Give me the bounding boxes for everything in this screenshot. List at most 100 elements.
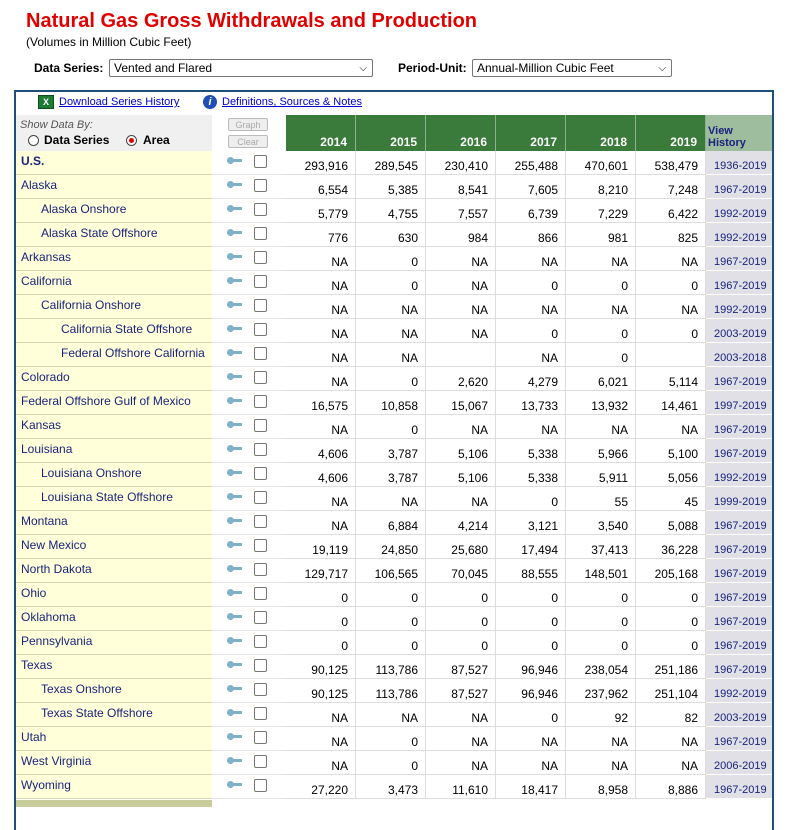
info-icon[interactable]: i bbox=[203, 95, 217, 109]
key-icon[interactable] bbox=[227, 637, 243, 645]
view-history-link[interactable]: 1967-2019 bbox=[706, 535, 772, 559]
key-icon[interactable] bbox=[227, 781, 243, 789]
row-checkbox[interactable] bbox=[254, 515, 267, 528]
view-history-link[interactable]: 1967-2019 bbox=[706, 607, 772, 631]
row-checkbox[interactable] bbox=[254, 539, 267, 552]
view-history-link[interactable]: 1967-2019 bbox=[706, 775, 772, 799]
radio-data-series-label[interactable]: Data Series bbox=[44, 133, 110, 147]
view-history-link[interactable]: 1967-2019 bbox=[706, 559, 772, 583]
key-icon[interactable] bbox=[227, 181, 243, 189]
data-series-select[interactable]: Vented and Flared ⌵ bbox=[109, 59, 373, 77]
key-icon[interactable] bbox=[227, 517, 243, 525]
view-history-link[interactable]: 1999-2019 bbox=[706, 487, 772, 511]
row-checkbox[interactable] bbox=[254, 155, 267, 168]
row-checkbox[interactable] bbox=[254, 587, 267, 600]
key-icon[interactable] bbox=[227, 565, 243, 573]
view-history-link[interactable]: 1936-2019 bbox=[706, 151, 772, 175]
key-icon[interactable] bbox=[227, 709, 243, 717]
key-icon[interactable] bbox=[227, 349, 243, 357]
row-checkbox[interactable] bbox=[254, 779, 267, 792]
row-checkbox[interactable] bbox=[254, 467, 267, 480]
period-unit-select[interactable]: Annual-Million Cubic Feet ⌵ bbox=[472, 59, 672, 77]
row-checkbox[interactable] bbox=[254, 371, 267, 384]
row-checkbox[interactable] bbox=[254, 323, 267, 336]
row-checkbox[interactable] bbox=[254, 179, 267, 192]
row-checkbox[interactable] bbox=[254, 707, 267, 720]
view-history-link[interactable]: 1992-2019 bbox=[706, 295, 772, 319]
clear-button[interactable]: Clear bbox=[228, 135, 268, 148]
area-name: Arkansas bbox=[16, 247, 212, 271]
radio-area-label[interactable]: Area bbox=[143, 133, 170, 147]
row-checkbox[interactable] bbox=[254, 563, 267, 576]
excel-icon[interactable]: X bbox=[38, 95, 54, 109]
key-icon[interactable] bbox=[227, 373, 243, 381]
view-history-link[interactable]: 1967-2019 bbox=[706, 175, 772, 199]
row-checkbox[interactable] bbox=[254, 443, 267, 456]
key-icon[interactable] bbox=[227, 685, 243, 693]
data-cell: 25,680 bbox=[426, 535, 496, 559]
download-series-history-link[interactable]: Download Series History bbox=[59, 96, 180, 108]
key-icon[interactable] bbox=[227, 589, 243, 597]
key-icon[interactable] bbox=[227, 493, 243, 501]
row-checkbox[interactable] bbox=[254, 347, 267, 360]
row-checkbox[interactable] bbox=[254, 755, 267, 768]
row-checkbox[interactable] bbox=[254, 659, 267, 672]
row-checkbox[interactable] bbox=[254, 299, 267, 312]
graph-button[interactable]: Graph bbox=[228, 118, 268, 131]
key-icon[interactable] bbox=[227, 445, 243, 453]
key-icon[interactable] bbox=[227, 277, 243, 285]
view-history-link[interactable]: 1967-2019 bbox=[706, 511, 772, 535]
key-icon[interactable] bbox=[227, 613, 243, 621]
definitions-link[interactable]: Definitions, Sources & Notes bbox=[222, 96, 363, 108]
view-history-link[interactable]: 1967-2019 bbox=[706, 415, 772, 439]
row-checkbox[interactable] bbox=[254, 251, 267, 264]
definitions-link-group[interactable]: i Definitions, Sources & Notes bbox=[203, 95, 373, 111]
view-history-link[interactable]: 1967-2019 bbox=[706, 655, 772, 679]
row-checkbox[interactable] bbox=[254, 227, 267, 240]
view-history-link[interactable]: 1967-2019 bbox=[706, 727, 772, 751]
row-checkbox[interactable] bbox=[254, 611, 267, 624]
view-history-link[interactable]: 1967-2019 bbox=[706, 247, 772, 271]
row-checkbox[interactable] bbox=[254, 203, 267, 216]
key-icon[interactable] bbox=[227, 205, 243, 213]
key-icon[interactable] bbox=[227, 541, 243, 549]
view-history-link[interactable]: 1992-2019 bbox=[706, 223, 772, 247]
data-cell: 237,962 bbox=[566, 679, 636, 703]
radio-data-series[interactable] bbox=[28, 135, 39, 146]
key-icon[interactable] bbox=[227, 229, 243, 237]
view-history-link[interactable]: 2003-2019 bbox=[706, 319, 772, 343]
view-history-link[interactable]: 1992-2019 bbox=[706, 679, 772, 703]
key-icon[interactable] bbox=[227, 661, 243, 669]
view-history-link[interactable]: 1967-2019 bbox=[706, 439, 772, 463]
data-cell: 5,911 bbox=[566, 463, 636, 487]
view-history-link[interactable]: 2003-2019 bbox=[706, 703, 772, 727]
key-icon[interactable] bbox=[227, 397, 243, 405]
radio-area[interactable] bbox=[126, 135, 137, 146]
row-checkbox[interactable] bbox=[254, 731, 267, 744]
key-icon[interactable] bbox=[227, 421, 243, 429]
row-checkbox[interactable] bbox=[254, 419, 267, 432]
view-history-link[interactable]: 1967-2019 bbox=[706, 583, 772, 607]
key-icon[interactable] bbox=[227, 325, 243, 333]
view-history-link[interactable]: 1967-2019 bbox=[706, 631, 772, 655]
row-checkbox[interactable] bbox=[254, 635, 267, 648]
view-history-link[interactable]: 2003-2018 bbox=[706, 343, 772, 367]
row-checkbox[interactable] bbox=[254, 491, 267, 504]
row-checkbox[interactable] bbox=[254, 683, 267, 696]
view-history-link[interactable]: 1997-2019 bbox=[706, 391, 772, 415]
view-history-link[interactable]: 1992-2019 bbox=[706, 463, 772, 487]
key-icon[interactable] bbox=[227, 157, 243, 165]
key-icon[interactable] bbox=[227, 733, 243, 741]
view-history-link[interactable]: 1967-2019 bbox=[706, 271, 772, 295]
data-cell: 5,385 bbox=[356, 175, 426, 199]
download-link-group[interactable]: X Download Series History bbox=[38, 95, 198, 111]
row-checkbox[interactable] bbox=[254, 275, 267, 288]
view-history-link[interactable]: 1967-2019 bbox=[706, 367, 772, 391]
key-icon[interactable] bbox=[227, 301, 243, 309]
view-history-link[interactable]: 1992-2019 bbox=[706, 199, 772, 223]
row-checkbox[interactable] bbox=[254, 395, 267, 408]
view-history-link[interactable]: 2006-2019 bbox=[706, 751, 772, 775]
key-icon[interactable] bbox=[227, 469, 243, 477]
key-icon[interactable] bbox=[227, 253, 243, 261]
key-icon[interactable] bbox=[227, 757, 243, 765]
